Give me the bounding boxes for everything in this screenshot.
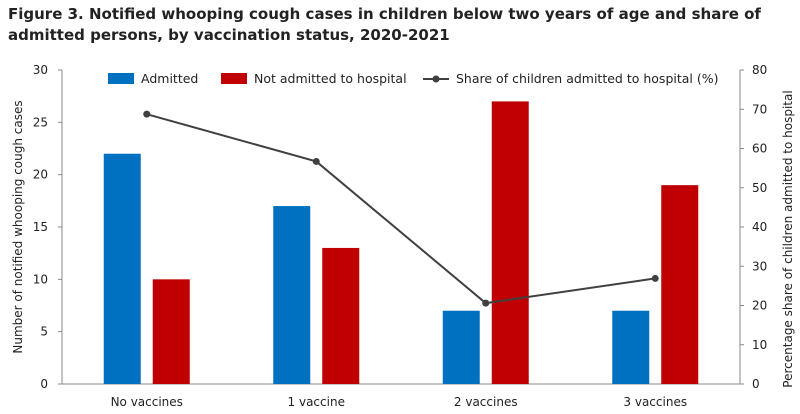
bar-admitted: [442, 310, 480, 384]
line-point: [312, 157, 320, 165]
bar-admitted: [273, 206, 311, 384]
legend-label: Admitted: [141, 71, 198, 86]
x-tick-label: 3 vaccines: [623, 395, 687, 409]
y-tick-label: 15: [33, 220, 48, 234]
bar-admitted: [612, 310, 650, 384]
line-share-admitted: [146, 113, 656, 305]
bar-not-admitted-to-hospital: [152, 279, 190, 384]
y2-tick-label: 70: [752, 102, 767, 116]
legend-swatch: [221, 73, 247, 84]
y2-tick-label: 60: [752, 142, 767, 156]
legend-marker: [432, 75, 440, 83]
y-axis-title: Number of notified whooping cough cases: [11, 100, 25, 353]
bar-not-admitted-to-hospital: [322, 247, 360, 384]
bar-not-admitted-to-hospital: [661, 185, 699, 384]
y2-tick-label: 50: [752, 181, 767, 195]
y-tick-label: 0: [40, 377, 48, 391]
x-tick-label: 2 vaccines: [454, 395, 518, 409]
x-tick-label: No vaccines: [111, 395, 183, 409]
y-tick-label: 20: [33, 168, 48, 182]
legend-label: Not admitted to hospital: [254, 71, 407, 86]
legend-swatch: [108, 73, 134, 84]
line-point: [143, 110, 151, 118]
line-point: [482, 299, 490, 307]
x-tick-label: 1 vaccine: [288, 395, 345, 409]
y-tick-label: 25: [33, 115, 48, 129]
y-tick-label: 5: [40, 325, 48, 339]
chart-title: Figure 3. Notified whooping cough cases …: [8, 5, 761, 44]
legend-label: Share of children admitted to hospital (…: [456, 71, 719, 86]
y-tick-label: 10: [33, 272, 48, 286]
bar-admitted: [103, 153, 141, 384]
line-point: [651, 274, 659, 282]
y2-axis-title: Percentage share of children admitted to…: [781, 90, 795, 387]
y2-tick-label: 10: [752, 338, 767, 352]
bar-not-admitted-to-hospital: [491, 101, 529, 385]
y2-tick-label: 20: [752, 299, 767, 313]
y-tick-label: 30: [33, 63, 48, 77]
y2-tick-label: 40: [752, 220, 767, 234]
y2-tick-label: 30: [752, 259, 767, 273]
y2-tick-label: 0: [752, 377, 760, 391]
y2-tick-label: 80: [752, 63, 767, 77]
